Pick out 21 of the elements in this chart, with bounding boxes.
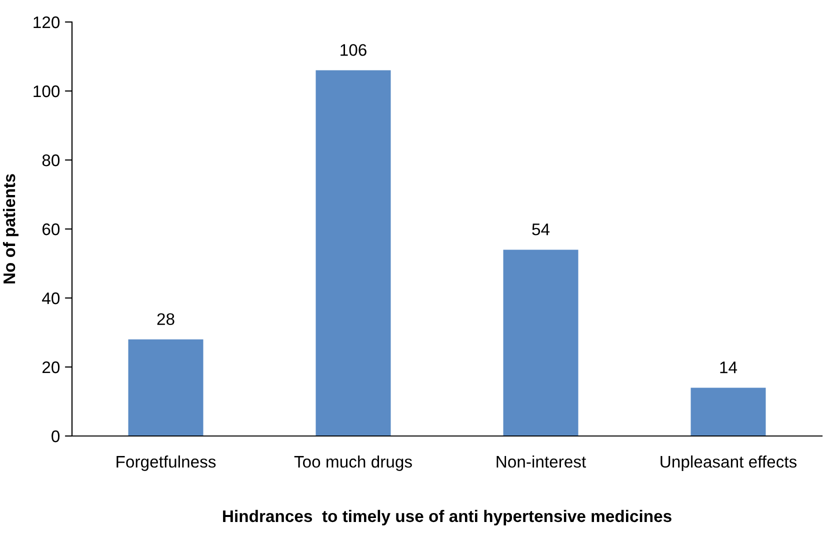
x-tick-label: Unpleasant effects bbox=[660, 455, 797, 471]
y-tick-label: 120 bbox=[34, 16, 60, 28]
y-tick-label: 100 bbox=[34, 85, 60, 98]
data-label: 106 bbox=[340, 44, 366, 56]
y-tick-label: 80 bbox=[42, 154, 60, 166]
data-label: 28 bbox=[157, 313, 174, 325]
x-tick-label: Forgetfulness bbox=[116, 455, 216, 471]
data-label: 14 bbox=[720, 362, 738, 374]
y-tick-label: 60 bbox=[42, 223, 60, 236]
bar bbox=[690, 388, 766, 436]
data-label: 54 bbox=[532, 224, 550, 236]
bar bbox=[503, 250, 578, 436]
bar bbox=[316, 70, 391, 436]
y-tick-label: 20 bbox=[42, 361, 60, 374]
y-tick-label: 0 bbox=[52, 430, 60, 442]
x-tick-label: Too much drugs bbox=[294, 455, 412, 471]
y-axis-title: No of patients bbox=[2, 174, 18, 284]
y-tick-label: 40 bbox=[42, 292, 60, 304]
x-tick-label: Non-interest bbox=[496, 455, 586, 468]
x-axis-title: Hindrances to timely use of anti hypertensive medicines bbox=[223, 510, 672, 526]
bar bbox=[128, 339, 204, 436]
